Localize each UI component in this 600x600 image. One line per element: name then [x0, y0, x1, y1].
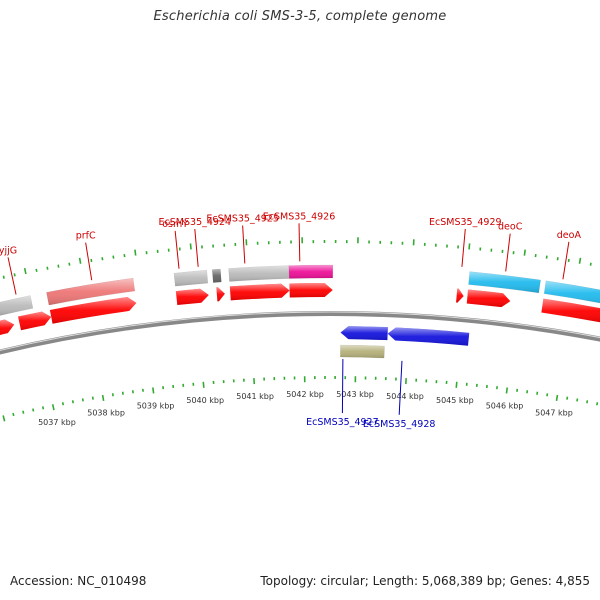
- gene-label-bottom: EcSMS35_4928: [363, 419, 436, 430]
- axis-tick-label: 5045 kbp: [436, 396, 474, 405]
- gene-label-leader: [242, 225, 246, 264]
- feature-top-block-gloss: [544, 280, 600, 303]
- tick-minor-inner: [12, 412, 15, 417]
- gene-label-leader: [461, 228, 466, 267]
- tick-major-outer: [523, 249, 526, 256]
- tick-major-inner: [202, 381, 205, 388]
- tick-minor-outer: [57, 264, 60, 268]
- backbone-band: [0, 311, 600, 355]
- gene-label-top: EcSMS35_4925: [206, 214, 279, 225]
- tick-major-outer: [468, 243, 471, 250]
- axis-tick-label: 5040 kbp: [186, 396, 224, 405]
- tick-marks: [2, 237, 599, 422]
- gene-label-leader: [85, 242, 93, 281]
- tick-minor-inner: [586, 400, 589, 404]
- cds-forward-arrow-gloss: [216, 287, 225, 302]
- tick-minor-outer: [2, 275, 5, 279]
- tick-minor-outer: [589, 262, 592, 266]
- feature-top-block-gloss: [173, 270, 208, 287]
- gene-label-leader: [341, 359, 344, 414]
- gene-label-leader: [562, 241, 570, 280]
- gene-label-top: deoC: [498, 222, 523, 233]
- genome-summary: Topology: circular; Length: 5,068,389 bp…: [260, 574, 590, 588]
- tick-minor-inner: [576, 398, 579, 402]
- tick-minor-inner: [81, 398, 84, 402]
- tick-minor-inner: [41, 406, 45, 410]
- tick-major-outer: [578, 257, 582, 264]
- gene-label-top: EcSMS35_4926: [263, 211, 336, 222]
- gene-label-top: EcSMS35_4924: [159, 217, 232, 228]
- feature-top-block-gloss: [212, 269, 222, 283]
- tick-minor-outer: [46, 266, 49, 270]
- tick-major-inner: [101, 394, 105, 401]
- accession-label: Accession: NC_010498: [10, 574, 147, 588]
- tick-major-outer: [134, 249, 137, 256]
- cds-reverse-arrow-gloss: [387, 327, 470, 346]
- feature-top-block-gloss: [46, 278, 135, 306]
- axis-tick-label: 5044 kbp: [386, 392, 424, 401]
- tick-major-outer: [78, 257, 82, 264]
- gene-label-top: yjjG: [0, 245, 17, 256]
- cds-forward-arrow-gloss: [229, 283, 290, 301]
- tick-major-inner: [455, 381, 458, 388]
- gene-label-top: deoA: [557, 230, 582, 241]
- axis-labels: 5037 kbp 5038 kbp 5039 kbp 5040 kbp 5041 kbp…: [38, 390, 573, 427]
- cds-forward-arrow-gloss: [466, 289, 511, 308]
- gene-label-leader: [298, 223, 301, 262]
- axis-tick-label: 5037 kbp: [38, 418, 76, 427]
- cds-forward-arrow-gloss: [0, 319, 15, 335]
- backbone-highlight: [0, 311, 600, 351]
- tick-minor-inner: [22, 410, 25, 414]
- cds-forward-arrow-gloss: [541, 298, 600, 323]
- cds-forward-arrow-gloss: [289, 283, 333, 298]
- genome-backbone: [0, 311, 600, 355]
- gene-features: [0, 264, 600, 359]
- axis-tick-label: 5039 kbp: [137, 401, 175, 410]
- tick-minor-outer: [13, 273, 16, 277]
- gene-label-top: osmY: [162, 219, 188, 230]
- gene-label-top: EcSMS35_4929: [429, 217, 502, 228]
- tick-major-inner: [51, 404, 55, 411]
- feature-top-block-gloss: [228, 265, 290, 282]
- axis-tick-label: 5043 kbp: [336, 390, 374, 399]
- tick-minor-inner: [61, 402, 65, 406]
- axis-tick-label: 5042 kbp: [286, 390, 324, 399]
- cds-forward-arrow-gloss: [175, 288, 209, 306]
- axis-tick-label: 5047 kbp: [535, 409, 573, 418]
- gene-label-leader: [194, 228, 199, 267]
- tick-minor-outer: [68, 262, 71, 266]
- tick-major-inner: [152, 387, 155, 394]
- axis-tick-label: 5041 kbp: [236, 392, 274, 401]
- tick-minor-inner: [32, 408, 35, 412]
- cds-forward-arrow-gloss: [49, 297, 137, 324]
- gene-label-leader: [7, 257, 17, 295]
- tick-minor-inner: [596, 402, 599, 406]
- cds-reverse-arrow-gloss: [340, 326, 388, 341]
- gene-label-top: prfC: [76, 231, 96, 242]
- tick-major-outer: [23, 267, 27, 275]
- feature-top-block-gloss: [0, 295, 33, 316]
- gene-label-bottom: EcSMS35_4927: [306, 417, 379, 428]
- gene-label-leader: [398, 360, 403, 415]
- gene-label-leader: [174, 230, 180, 269]
- tick-minor-inner: [91, 396, 94, 400]
- feature-top-block-gloss: [468, 271, 541, 293]
- tick-major-inner: [2, 415, 6, 422]
- tick-minor-inner: [566, 396, 569, 400]
- gene-labels: rimIyjjGprfCosmYEcSMS35_4924EcSMS35_4925…: [0, 211, 581, 429]
- tick-major-inner: [505, 387, 509, 394]
- axis-tick-label: 5046 kbp: [486, 401, 524, 410]
- feature-top-block-gloss: [288, 264, 333, 279]
- cds-forward-arrow-gloss: [456, 288, 464, 303]
- genome-title: Escherichia coli SMS-3-5, complete genom…: [153, 9, 447, 24]
- axis-tick-label: 5038 kbp: [87, 409, 125, 418]
- tick-minor-inner: [71, 400, 74, 404]
- cds-forward-arrow-gloss: [18, 311, 52, 331]
- feature-bottom-block-gloss: [340, 345, 385, 359]
- tick-major-outer: [189, 243, 192, 250]
- tick-minor-outer: [35, 268, 38, 272]
- gene-label-leader: [505, 233, 511, 272]
- tick-major-inner: [555, 394, 559, 402]
